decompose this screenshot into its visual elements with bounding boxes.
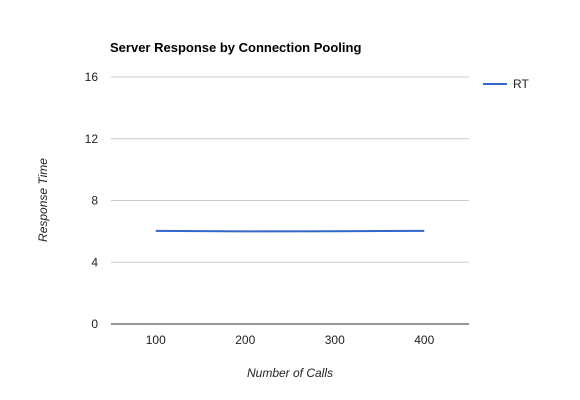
legend-label: RT bbox=[513, 77, 529, 91]
x-tick-label: 100 bbox=[146, 333, 166, 347]
y-tick-label: 8 bbox=[91, 194, 98, 208]
y-tick-label: 0 bbox=[91, 317, 98, 331]
legend: RT bbox=[483, 77, 529, 91]
gridlines bbox=[111, 76, 469, 325]
y-tick-label: 4 bbox=[91, 255, 98, 269]
y-tick-label: 16 bbox=[85, 70, 99, 84]
x-axis-label: Number of Calls bbox=[247, 366, 333, 380]
x-axis-ticks: 100 200 300 400 bbox=[146, 333, 435, 347]
chart-title: Server Response by Connection Pooling bbox=[110, 40, 361, 55]
x-tick-label: 200 bbox=[235, 333, 255, 347]
y-tick-label: 12 bbox=[85, 132, 99, 146]
y-axis-label: Response Time bbox=[36, 158, 50, 242]
y-axis-ticks: 0 4 8 12 16 bbox=[85, 70, 99, 331]
x-tick-label: 300 bbox=[325, 333, 345, 347]
x-tick-label: 400 bbox=[414, 333, 434, 347]
